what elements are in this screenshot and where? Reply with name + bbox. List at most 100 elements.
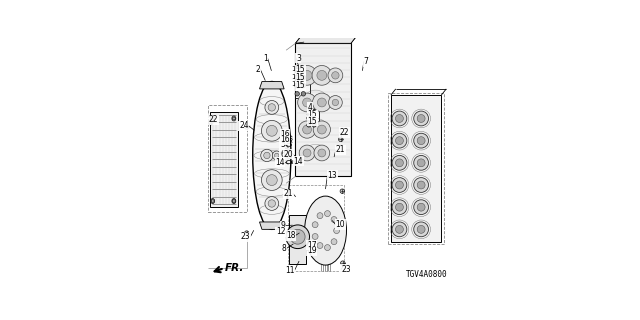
Circle shape — [318, 149, 326, 157]
Circle shape — [417, 137, 425, 145]
Bar — [307, 108, 319, 128]
Circle shape — [340, 189, 344, 193]
Circle shape — [307, 116, 311, 120]
Circle shape — [396, 203, 403, 211]
Circle shape — [413, 156, 429, 170]
Polygon shape — [259, 82, 284, 89]
Circle shape — [295, 75, 300, 80]
Text: 2: 2 — [255, 65, 260, 74]
Circle shape — [302, 70, 312, 80]
Circle shape — [295, 84, 300, 88]
Circle shape — [340, 261, 345, 265]
Text: 23: 23 — [341, 265, 351, 274]
Circle shape — [413, 111, 429, 126]
Circle shape — [417, 159, 425, 167]
Text: 17: 17 — [307, 241, 317, 250]
Circle shape — [209, 120, 213, 125]
Circle shape — [332, 72, 339, 79]
Text: 14: 14 — [275, 158, 285, 167]
Circle shape — [295, 92, 300, 96]
Polygon shape — [296, 32, 360, 43]
Ellipse shape — [211, 198, 214, 204]
Circle shape — [232, 200, 236, 203]
Circle shape — [312, 222, 318, 228]
Circle shape — [317, 70, 327, 80]
Circle shape — [396, 181, 403, 189]
Text: 12: 12 — [276, 227, 285, 236]
Bar — [388, 92, 444, 244]
Circle shape — [417, 225, 425, 233]
Circle shape — [413, 133, 429, 148]
Circle shape — [244, 231, 249, 235]
Text: 5: 5 — [280, 140, 285, 149]
Text: 15: 15 — [291, 66, 300, 72]
Text: 22: 22 — [340, 128, 349, 137]
Circle shape — [417, 181, 425, 189]
Circle shape — [317, 213, 323, 219]
Polygon shape — [259, 222, 284, 229]
Bar — [295, 68, 310, 98]
Text: 15: 15 — [296, 73, 305, 82]
Circle shape — [312, 123, 316, 127]
Text: FR.: FR. — [225, 263, 244, 273]
Circle shape — [417, 203, 425, 211]
Circle shape — [265, 100, 279, 114]
Circle shape — [314, 145, 330, 161]
Text: 8: 8 — [282, 244, 287, 253]
Circle shape — [303, 149, 311, 157]
Bar — [289, 215, 307, 264]
Circle shape — [333, 228, 340, 234]
Text: 15: 15 — [296, 65, 305, 75]
Text: 20: 20 — [284, 150, 293, 159]
Circle shape — [396, 225, 403, 233]
Text: 15: 15 — [305, 117, 314, 123]
Circle shape — [392, 133, 407, 148]
Text: 16: 16 — [280, 135, 290, 144]
Circle shape — [413, 200, 429, 215]
Circle shape — [317, 125, 326, 134]
Text: 15: 15 — [307, 110, 317, 119]
Circle shape — [298, 121, 316, 138]
Circle shape — [396, 115, 403, 123]
Text: 15: 15 — [291, 74, 300, 80]
Text: 11: 11 — [285, 266, 295, 275]
Circle shape — [291, 229, 305, 244]
Circle shape — [317, 243, 323, 249]
Circle shape — [244, 125, 249, 129]
Bar — [288, 185, 344, 271]
Circle shape — [332, 99, 339, 106]
Circle shape — [299, 145, 315, 161]
Circle shape — [262, 170, 282, 190]
Circle shape — [392, 111, 407, 126]
Text: 18: 18 — [286, 231, 296, 240]
Text: 16: 16 — [280, 130, 290, 139]
Circle shape — [392, 200, 407, 215]
Circle shape — [313, 121, 330, 138]
Circle shape — [328, 68, 343, 83]
Text: 15: 15 — [307, 117, 317, 126]
Circle shape — [275, 153, 279, 158]
Circle shape — [396, 159, 403, 167]
Text: 1: 1 — [263, 54, 268, 63]
Circle shape — [266, 175, 277, 186]
Circle shape — [328, 96, 342, 109]
Text: 13: 13 — [328, 171, 337, 180]
Circle shape — [298, 93, 316, 112]
Text: 23: 23 — [241, 232, 250, 241]
Circle shape — [413, 222, 429, 237]
Text: 15: 15 — [291, 81, 300, 87]
Circle shape — [232, 117, 236, 120]
Text: 24: 24 — [239, 121, 249, 130]
Text: 3: 3 — [296, 54, 301, 63]
Circle shape — [312, 93, 332, 112]
Circle shape — [211, 117, 214, 120]
Bar — [208, 105, 246, 212]
Circle shape — [266, 125, 277, 136]
Ellipse shape — [211, 116, 214, 121]
Circle shape — [265, 196, 279, 210]
Bar — [210, 112, 238, 207]
Text: 15: 15 — [296, 81, 305, 90]
Circle shape — [268, 104, 275, 111]
Circle shape — [339, 137, 343, 142]
Text: 9: 9 — [280, 221, 285, 230]
